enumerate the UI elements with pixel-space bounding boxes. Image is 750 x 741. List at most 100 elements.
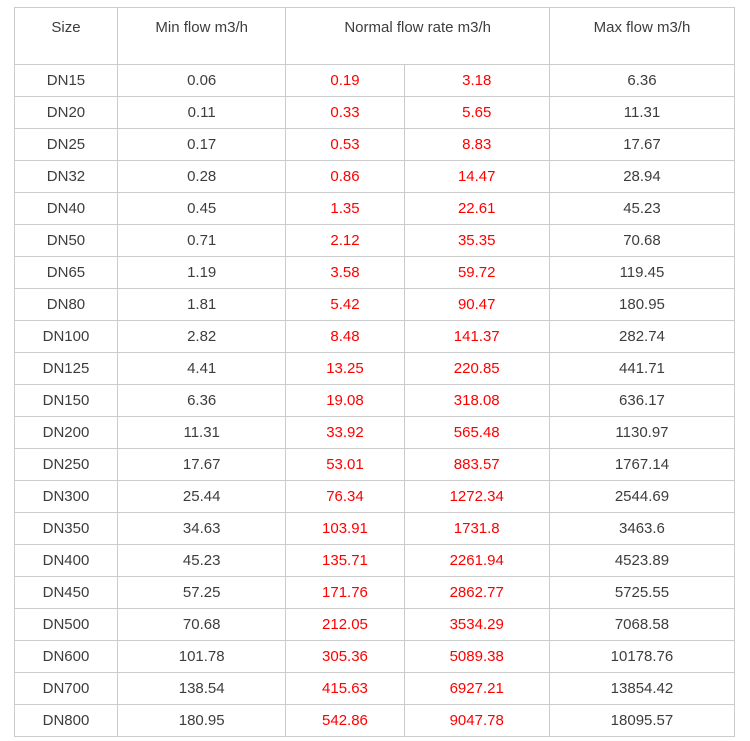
size-cell: DN200 [14,416,118,449]
min-flow-cell: 25.44 [116,480,287,513]
normal-flow-low-cell: 542.86 [285,704,405,737]
table-row: DN125 4.41 13.25 220.85 441.71 [14,352,736,385]
normal-flow-low-cell: 171.76 [285,576,405,609]
table-row: DN200 11.31 33.92 565.48 1130.97 [14,416,736,449]
normal-flow-low-cell: 0.33 [285,96,405,129]
normal-flow-low-cell: 1.35 [285,192,405,225]
min-flow-cell: 180.95 [116,704,287,737]
min-flow-cell: 0.71 [116,224,287,257]
normal-flow-high-cell: 318.08 [403,384,550,417]
min-flow-cell: 0.06 [116,64,287,97]
normal-flow-low-cell: 53.01 [285,448,405,481]
size-cell: DN40 [14,192,118,225]
size-cell: DN300 [14,480,118,513]
min-flow-cell: 4.41 [116,352,287,385]
normal-flow-low-cell: 13.25 [285,352,405,385]
min-flow-cell: 138.54 [116,672,287,705]
max-flow-cell: 282.74 [548,320,736,353]
max-flow-cell: 70.68 [548,224,736,257]
normal-flow-high-cell: 90.47 [403,288,550,321]
table-row: DN32 0.28 0.86 14.47 28.94 [14,160,736,193]
table-row: DN450 57.25 171.76 2862.77 5725.55 [14,576,736,609]
size-cell: DN80 [14,288,118,321]
table-row: DN25 0.17 0.53 8.83 17.67 [14,128,736,161]
normal-flow-low-cell: 212.05 [285,608,405,641]
table-row: DN400 45.23 135.71 2261.94 4523.89 [14,544,736,577]
size-cell: DN450 [14,576,118,609]
size-cell: DN500 [14,608,118,641]
min-flow-cell: 101.78 [116,640,287,673]
table-row: DN700 138.54 415.63 6927.21 13854.42 [14,672,736,705]
size-cell: DN600 [14,640,118,673]
normal-flow-low-cell: 0.86 [285,160,405,193]
table-row: DN50 0.71 2.12 35.35 70.68 [14,224,736,257]
header-row: Size Min flow m3/h Normal flow rate m3/h… [14,7,736,65]
size-cell: DN400 [14,544,118,577]
min-flow-cell: 1.81 [116,288,287,321]
max-flow-cell: 28.94 [548,160,736,193]
normal-flow-high-cell: 14.47 [403,160,550,193]
size-cell: DN15 [14,64,118,97]
min-flow-cell: 6.36 [116,384,287,417]
min-flow-cell: 34.63 [116,512,287,545]
table-row: DN15 0.06 0.19 3.18 6.36 [14,64,736,97]
normal-flow-high-cell: 565.48 [403,416,550,449]
size-cell: DN800 [14,704,118,737]
normal-flow-low-cell: 8.48 [285,320,405,353]
normal-flow-high-cell: 3.18 [403,64,550,97]
normal-flow-high-cell: 8.83 [403,128,550,161]
min-flow-cell: 2.82 [116,320,287,353]
table-row: DN65 1.19 3.58 59.72 119.45 [14,256,736,289]
table-row: DN800 180.95 542.86 9047.78 18095.57 [14,704,736,737]
normal-flow-high-cell: 5.65 [403,96,550,129]
size-cell: DN25 [14,128,118,161]
header-size: Size [14,7,118,65]
max-flow-cell: 5725.55 [548,576,736,609]
normal-flow-low-cell: 2.12 [285,224,405,257]
min-flow-cell: 57.25 [116,576,287,609]
table-row: DN250 17.67 53.01 883.57 1767.14 [14,448,736,481]
max-flow-cell: 4523.89 [548,544,736,577]
max-flow-cell: 13854.42 [548,672,736,705]
normal-flow-low-cell: 33.92 [285,416,405,449]
table-row: DN20 0.11 0.33 5.65 11.31 [14,96,736,129]
min-flow-cell: 0.45 [116,192,287,225]
normal-flow-low-cell: 135.71 [285,544,405,577]
normal-flow-high-cell: 220.85 [403,352,550,385]
max-flow-cell: 1767.14 [548,448,736,481]
size-cell: DN700 [14,672,118,705]
table-row: DN40 0.45 1.35 22.61 45.23 [14,192,736,225]
normal-flow-high-cell: 59.72 [403,256,550,289]
normal-flow-low-cell: 103.91 [285,512,405,545]
min-flow-cell: 45.23 [116,544,287,577]
max-flow-cell: 6.36 [548,64,736,97]
max-flow-cell: 3463.6 [548,512,736,545]
size-cell: DN125 [14,352,118,385]
min-flow-cell: 0.17 [116,128,287,161]
table-row: DN80 1.81 5.42 90.47 180.95 [14,288,736,321]
normal-flow-high-cell: 5089.38 [403,640,550,673]
max-flow-cell: 7068.58 [548,608,736,641]
max-flow-cell: 45.23 [548,192,736,225]
min-flow-cell: 17.67 [116,448,287,481]
max-flow-cell: 11.31 [548,96,736,129]
table-row: DN350 34.63 103.91 1731.8 3463.6 [14,512,736,545]
normal-flow-high-cell: 9047.78 [403,704,550,737]
max-flow-cell: 636.17 [548,384,736,417]
normal-flow-low-cell: 0.53 [285,128,405,161]
max-flow-cell: 18095.57 [548,704,736,737]
header-max-flow: Max flow m3/h [548,7,736,65]
size-cell: DN350 [14,512,118,545]
max-flow-cell: 119.45 [548,256,736,289]
min-flow-cell: 11.31 [116,416,287,449]
max-flow-cell: 2544.69 [548,480,736,513]
min-flow-cell: 1.19 [116,256,287,289]
normal-flow-high-cell: 883.57 [403,448,550,481]
normal-flow-high-cell: 1272.34 [403,480,550,513]
table-row: DN150 6.36 19.08 318.08 636.17 [14,384,736,417]
normal-flow-low-cell: 5.42 [285,288,405,321]
min-flow-cell: 70.68 [116,608,287,641]
size-cell: DN32 [14,160,118,193]
normal-flow-low-cell: 0.19 [285,64,405,97]
normal-flow-high-cell: 35.35 [403,224,550,257]
